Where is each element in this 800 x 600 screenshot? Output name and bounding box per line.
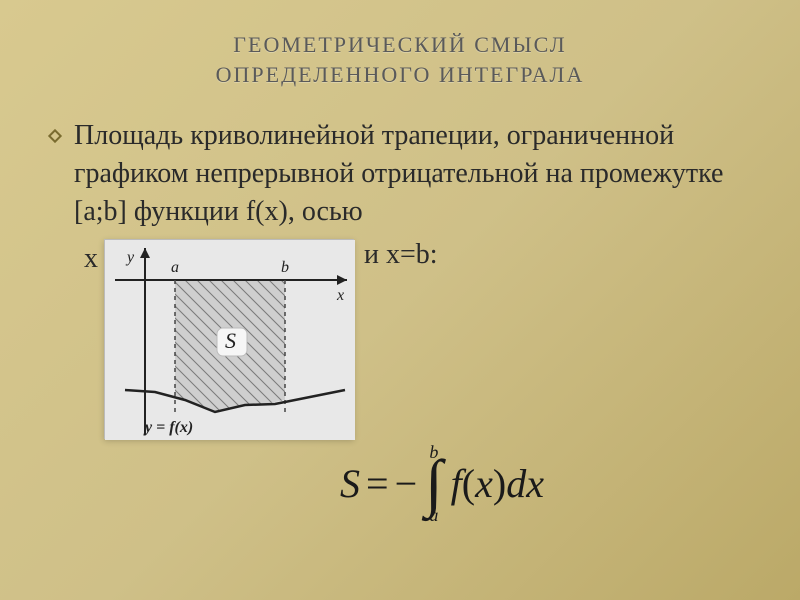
integrand-fn: f — [451, 461, 462, 506]
axis-var-x: x — [84, 243, 98, 275]
slide: ГЕОМЕТРИЧЕСКИЙ СМЫСЛ ОПРЕДЕЛЕННОГО ИНТЕГ… — [0, 0, 800, 600]
formula-row: S = − b ∫ a f(x)dx — [50, 443, 750, 524]
row-axis-and-diagram: x y x a b Sy = f(x) и x=b: — [50, 239, 750, 439]
diagram: y x a b Sy = f(x) — [104, 239, 354, 439]
formula-equals: = — [366, 460, 389, 507]
svg-text:S: S — [225, 328, 236, 353]
title-line-1: ГЕОМЕТРИЧЕСКИЙ СМЫСЛ — [50, 30, 750, 60]
slide-title: ГЕОМЕТРИЧЕСКИЙ СМЫСЛ ОПРЕДЕЛЕННОГО ИНТЕГ… — [50, 30, 750, 89]
integrand-arg: x — [475, 461, 493, 506]
integral-symbol: b ∫ a — [425, 443, 443, 524]
svg-text:y = f(x): y = f(x) — [143, 419, 193, 436]
bullet-marker-icon — [48, 129, 62, 143]
formula: S = − b ∫ a f(x)dx — [340, 443, 750, 524]
svg-text:b: b — [281, 259, 289, 276]
diagram-svg: y x a b Sy = f(x) — [105, 240, 355, 440]
and-eq-text: и x=b: — [364, 239, 438, 271]
svg-text:x: x — [336, 287, 344, 304]
svg-text:a: a — [171, 259, 179, 276]
paren-open: ( — [462, 461, 475, 506]
formula-lhs: S — [340, 460, 360, 507]
body-text: Площадь криволинейной трапеции, ограниче… — [74, 117, 750, 230]
bullet-item: Площадь криволинейной трапеции, ограниче… — [50, 117, 750, 230]
svg-text:y: y — [125, 249, 135, 266]
integral-lower: a — [429, 506, 438, 524]
integrand-dx: dx — [506, 461, 544, 506]
formula-neg: − — [395, 460, 418, 507]
integral-sign-icon: ∫ — [425, 461, 443, 506]
title-line-2: ОПРЕДЕЛЕННОГО ИНТЕГРАЛА — [50, 60, 750, 90]
integrand: f(x)dx — [451, 460, 544, 507]
paren-close: ) — [493, 461, 506, 506]
